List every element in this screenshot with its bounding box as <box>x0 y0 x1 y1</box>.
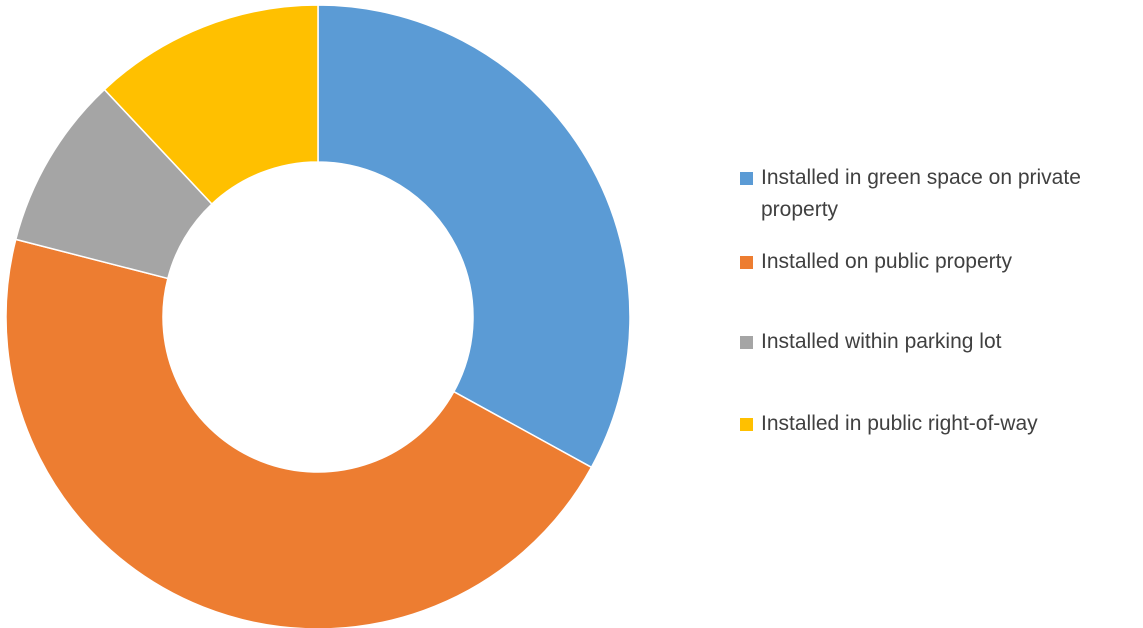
legend-label-public-property: Installed on public property <box>761 250 1012 273</box>
slice-green-space <box>317 4 631 469</box>
slice-public-property <box>5 238 593 628</box>
legend-item-right-of-way: Installed in public right-of-way <box>740 408 1143 440</box>
legend-swatch-parking-lot <box>740 336 753 349</box>
donut-slices <box>5 4 631 628</box>
legend-item-green-space: Installed in green space on private prop… <box>740 162 1143 226</box>
legend-label-parking-lot: Installed within parking lot <box>761 330 1002 353</box>
donut-chart <box>5 4 631 628</box>
legend-swatch-public-property <box>740 256 753 269</box>
slice-right-of-way <box>103 4 319 206</box>
legend-label-green-space: Installed in green space on private prop… <box>761 166 1081 221</box>
legend-swatch-right-of-way <box>740 418 753 431</box>
legend-item-public-property: Installed on public property <box>740 246 1143 278</box>
legend-swatch-green-space <box>740 172 753 185</box>
legend-label-right-of-way: Installed in public right-of-way <box>761 412 1038 435</box>
legend-item-parking-lot: Installed within parking lot <box>740 326 1143 358</box>
